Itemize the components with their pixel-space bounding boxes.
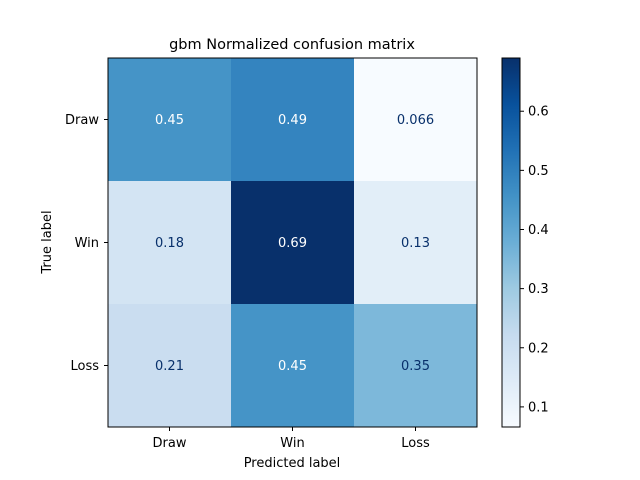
cell-value-label: 0.18 xyxy=(155,236,184,251)
y-tick-label: Draw xyxy=(65,113,99,128)
x-axis-ticks: Draw Win Loss xyxy=(153,427,430,451)
x-tick-label: Loss xyxy=(401,436,430,451)
colorbar-ticks: 0.1 0.2 0.3 0.4 0.5 0.6 xyxy=(520,105,549,415)
cell-value-label: 0.45 xyxy=(155,113,184,128)
colorbar-tick-label: 0.5 xyxy=(528,164,549,179)
heatmap-cell xyxy=(354,58,478,182)
colorbar-tick-label: 0.6 xyxy=(528,105,549,120)
heatmap-cell xyxy=(231,304,355,428)
colorbar xyxy=(501,57,521,428)
heatmap-cell-labels: 0.45 0.49 0.066 0.18 0.69 0.13 0.21 0.45 0.35 xyxy=(155,113,434,374)
x-axis-label: Predicted label xyxy=(244,456,341,471)
cell-value-label: 0.69 xyxy=(278,236,307,251)
cell-value-label: 0.35 xyxy=(401,359,430,374)
y-tick-label: Loss xyxy=(70,359,99,374)
x-tick-label: Draw xyxy=(153,436,187,451)
y-axis-ticks: Draw Win Loss xyxy=(65,113,108,374)
heatmap-cell xyxy=(108,304,232,428)
heatmap-cell xyxy=(231,58,355,182)
cell-value-label: 0.45 xyxy=(278,359,307,374)
cell-value-label: 0.13 xyxy=(401,236,430,251)
colorbar-tick-label: 0.2 xyxy=(528,341,549,356)
heatmap-cell xyxy=(108,58,232,182)
y-tick-label: Win xyxy=(75,236,99,251)
heatmap-cell xyxy=(231,181,355,305)
heatmap-cell xyxy=(108,181,232,305)
colorbar-tick-label: 0.1 xyxy=(528,400,549,415)
colorbar-tick-label: 0.4 xyxy=(528,223,549,238)
heatmap-cell xyxy=(354,304,478,428)
cell-value-label: 0.21 xyxy=(155,359,184,374)
heatmap-cells xyxy=(108,58,478,428)
colorbar-tick-label: 0.3 xyxy=(528,282,549,297)
x-tick-label: Win xyxy=(280,436,304,451)
chart-title: gbm Normalized confusion matrix xyxy=(169,37,415,53)
cell-value-label: 0.066 xyxy=(397,113,434,128)
heatmap-cell xyxy=(354,181,478,305)
y-axis-label: True label xyxy=(40,210,55,274)
cell-value-label: 0.49 xyxy=(278,113,307,128)
